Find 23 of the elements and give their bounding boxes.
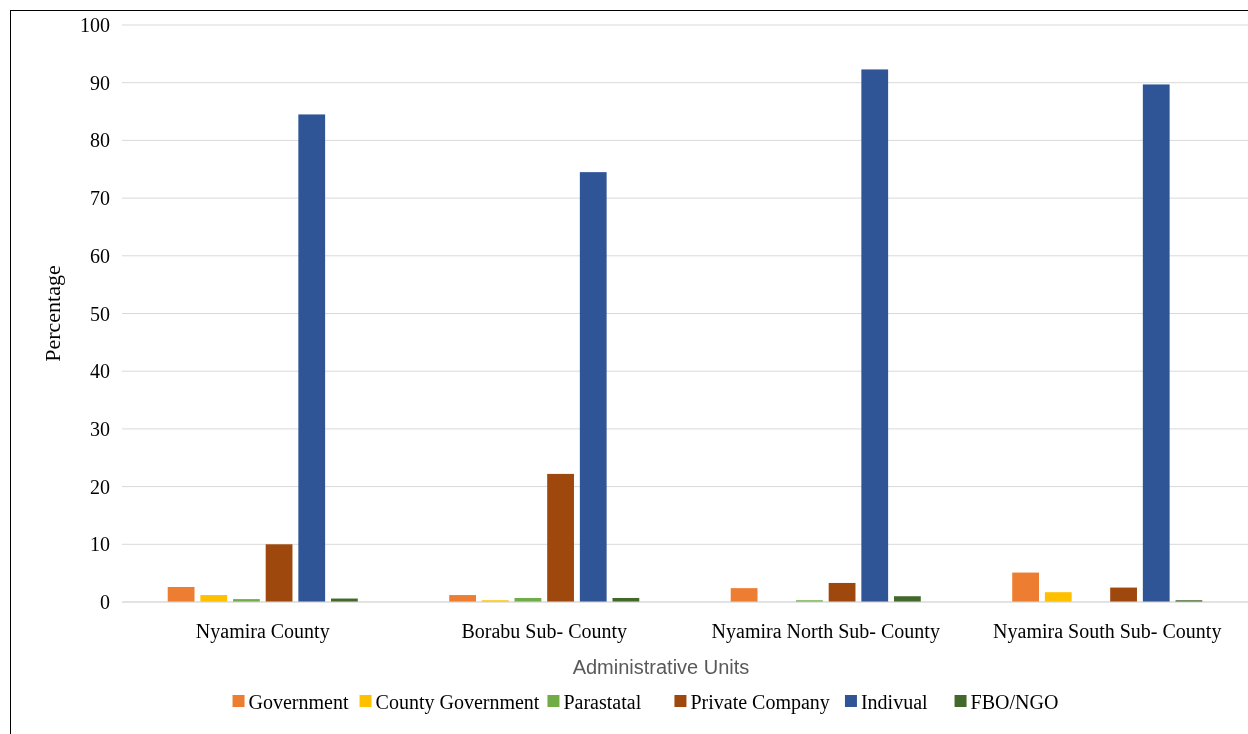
y-tick-label: 10 <box>90 533 110 556</box>
y-tick-label: 20 <box>90 475 110 498</box>
y-tick-label: 60 <box>90 244 110 267</box>
y-tick-label: 70 <box>90 187 110 210</box>
legend-label: County Government <box>375 691 540 714</box>
x-tick-label: Borabu Sub- County <box>461 620 628 643</box>
x-axis-title: Administrative Units <box>572 656 750 678</box>
y-tick-label: 0 <box>100 591 110 613</box>
legend-label: Indivual <box>860 691 929 713</box>
legend-label: Parastatal <box>563 691 642 713</box>
x-tick-label: Nyamira North Sub- County <box>711 620 940 643</box>
y-axis-title: Percentage <box>40 265 65 362</box>
y-tick-label: 30 <box>90 417 110 440</box>
y-tick-label: 50 <box>90 302 110 325</box>
x-tick-label: Nyamira County <box>195 620 330 643</box>
y-tick-label: 80 <box>90 129 110 152</box>
legend-label: FBO/NGO <box>970 691 1059 713</box>
y-tick-label: 90 <box>90 71 110 94</box>
y-tick-label: 100 <box>80 14 110 36</box>
legend-label: Private Company <box>690 691 830 714</box>
x-tick-label: Nyamira South Sub- County <box>993 620 1222 643</box>
y-tick-label: 40 <box>90 360 110 383</box>
legend-label: Government <box>248 691 349 713</box>
